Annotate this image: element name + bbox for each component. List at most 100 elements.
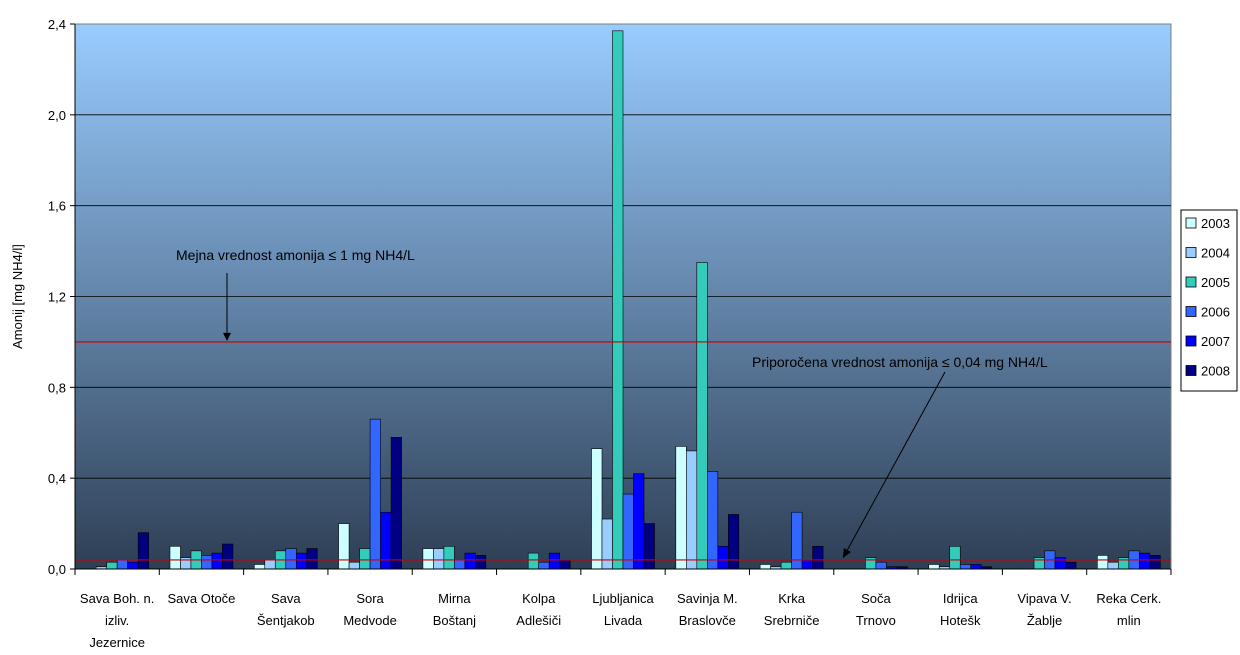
bar-2003 bbox=[253, 564, 266, 570]
bar-2008 bbox=[643, 523, 655, 570]
bar-2007 bbox=[633, 473, 645, 570]
y-tick-label: 1,6 bbox=[48, 199, 66, 214]
x-tick-label: Ljubljanica bbox=[592, 591, 654, 606]
legend-box bbox=[1180, 209, 1238, 392]
bar-2007 bbox=[464, 552, 476, 570]
bar-2008 bbox=[222, 543, 234, 570]
bar-2008 bbox=[1065, 561, 1077, 570]
y-tick-label: 0,8 bbox=[48, 380, 66, 395]
legend-swatch-2007 bbox=[1185, 335, 1197, 347]
x-tick-label: Braslovče bbox=[679, 613, 736, 628]
bar-2006 bbox=[285, 548, 297, 570]
x-tick-label: Boštanj bbox=[433, 613, 476, 628]
bar-2003 bbox=[928, 564, 940, 570]
x-tick-label: mlin bbox=[1117, 613, 1141, 628]
bar-2003 bbox=[338, 523, 350, 570]
bar-2003 bbox=[422, 548, 434, 570]
bar-2004 bbox=[1107, 561, 1119, 570]
bar-2006 bbox=[369, 418, 381, 570]
bar-2008 bbox=[137, 532, 149, 570]
annotation-recommended-label: Priporočena vrednost amonija ≤ 0,04 mg N… bbox=[752, 354, 1048, 370]
y-tick-label: 1,2 bbox=[48, 290, 66, 305]
bar-2007 bbox=[127, 561, 139, 570]
bar-2006 bbox=[875, 561, 887, 570]
x-tick-label: Sava Otoče bbox=[167, 591, 235, 606]
bar-2006 bbox=[622, 493, 634, 570]
bar-2006 bbox=[538, 561, 550, 570]
legend-label-2008: 2008 bbox=[1201, 364, 1230, 379]
x-tick-label: Medvode bbox=[343, 613, 396, 628]
legend-swatch-2008 bbox=[1185, 365, 1197, 376]
bar-2005 bbox=[527, 552, 539, 570]
x-tick-label: izliv. bbox=[105, 613, 129, 628]
legend-label-2004: 2004 bbox=[1201, 246, 1230, 261]
bar-2004 bbox=[348, 561, 360, 570]
y-axis-title: Amonij [mg NH4/l] bbox=[10, 244, 25, 349]
x-tick-label: Savinja M. bbox=[677, 591, 738, 606]
x-tick-label: Livada bbox=[604, 613, 643, 628]
legend-swatch-2006 bbox=[1185, 306, 1197, 317]
bar-2005 bbox=[443, 545, 455, 570]
bar-2005 bbox=[696, 262, 708, 570]
bar-2006 bbox=[454, 559, 466, 570]
bar-2007 bbox=[548, 552, 560, 570]
y-tick-label: 0,0 bbox=[48, 562, 66, 577]
x-tick-label: Reka Cerk. bbox=[1096, 591, 1161, 606]
bar-2006 bbox=[201, 555, 213, 570]
bar-2008 bbox=[390, 436, 402, 570]
bar-2003 bbox=[1097, 555, 1109, 570]
x-tick-label: Sava bbox=[271, 591, 301, 606]
bar-2007 bbox=[717, 545, 729, 570]
bar-2004 bbox=[686, 450, 698, 570]
bar-2008 bbox=[728, 514, 740, 570]
bar-2008 bbox=[1149, 555, 1161, 570]
annotation-arrowhead bbox=[223, 332, 231, 341]
y-tick-label: 2,4 bbox=[48, 17, 66, 32]
bar-2003 bbox=[675, 446, 687, 570]
bar-2006 bbox=[707, 471, 719, 570]
x-tick-label: Vipava V. bbox=[1017, 591, 1071, 606]
bar-2005 bbox=[949, 545, 961, 570]
bar-2005 bbox=[359, 548, 371, 570]
bar-2005 bbox=[106, 561, 118, 570]
legend-swatch-2005 bbox=[1185, 276, 1197, 288]
bar-2005 bbox=[612, 30, 624, 570]
legend-swatch-2004 bbox=[1185, 247, 1197, 258]
annotation-arrow bbox=[842, 371, 946, 559]
x-tick-label: Žablje bbox=[1027, 613, 1062, 628]
y-tick-label: 0,4 bbox=[48, 471, 66, 486]
x-tick-label: Kolpa bbox=[522, 591, 556, 606]
bar-2005 bbox=[780, 561, 792, 570]
bar-2004 bbox=[433, 548, 445, 570]
bar-2006 bbox=[959, 564, 972, 570]
reference-lines bbox=[75, 341, 1171, 561]
legend-label-2006: 2006 bbox=[1201, 305, 1230, 320]
x-tick-label: Sora bbox=[356, 591, 384, 606]
annotations: Mejna vrednost amonija ≤ 1 mg NH4/L Pripo… bbox=[176, 247, 1048, 559]
legend-label-2005: 2005 bbox=[1201, 275, 1230, 290]
bar-2008 bbox=[559, 559, 571, 570]
bar-2003 bbox=[759, 564, 771, 570]
x-tick-label: Krka bbox=[778, 591, 806, 606]
bar-2007 bbox=[1139, 552, 1151, 570]
bar-2008 bbox=[475, 555, 487, 570]
x-tick-label: Idrijca bbox=[943, 591, 978, 606]
x-tick-label: Šentjakob bbox=[257, 613, 315, 628]
legend-label-2007: 2007 bbox=[1201, 334, 1230, 349]
bar-2007 bbox=[801, 559, 813, 570]
bars bbox=[95, 30, 1161, 570]
annotation-arrowhead bbox=[843, 548, 851, 558]
x-tick-label: Trnovo bbox=[856, 613, 896, 628]
x-tick-label: Sava Boh. n. bbox=[80, 591, 154, 606]
bar-2007 bbox=[295, 552, 308, 570]
bar-2003 bbox=[591, 448, 603, 570]
x-tick-label: Soča bbox=[861, 591, 891, 606]
legend-swatch-2003 bbox=[1185, 217, 1197, 229]
bar-2007 bbox=[970, 564, 982, 570]
bar-2004 bbox=[601, 518, 613, 570]
bar-2003 bbox=[169, 545, 181, 570]
axes: 0,0 0,4 0,8 1,2 1,6 2,0 2,4 Amonij [mg NH4/l] Sa… bbox=[10, 17, 1172, 650]
bar-2008 bbox=[812, 545, 824, 570]
legend: 2003 2004 2005 2006 2007 2008 bbox=[1180, 209, 1238, 392]
